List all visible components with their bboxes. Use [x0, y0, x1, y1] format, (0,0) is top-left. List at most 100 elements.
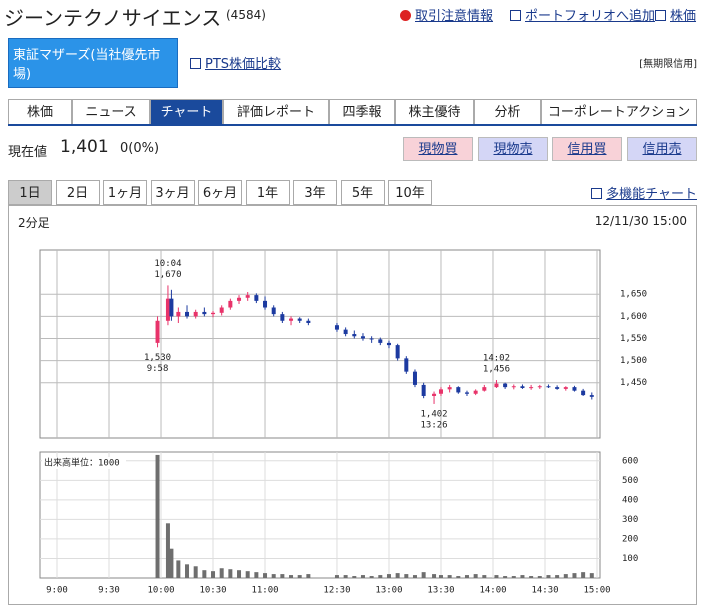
volume-title: 出来高単位：1000 — [44, 457, 120, 469]
icon — [190, 58, 201, 69]
period-tab[interactable]: 3ヶ月 — [150, 180, 195, 205]
period-tab[interactable]: 5年 — [340, 180, 385, 205]
credit-label: [無期限信用] — [639, 59, 697, 70]
x-tick-label: 9:30 — [98, 586, 120, 596]
volume-bar — [280, 574, 285, 578]
link[interactable]: ポートフォリオへ追加 — [510, 5, 655, 24]
link[interactable]: 株価 — [655, 5, 696, 24]
candle-body — [289, 318, 294, 321]
candle-body — [263, 300, 268, 308]
y-tick-label: 600 — [622, 456, 638, 466]
x-tick-label: 15:00 — [583, 586, 610, 596]
trade-button[interactable]: 現物売 — [478, 137, 548, 161]
candle-body — [343, 329, 348, 335]
candle-body — [378, 339, 383, 343]
timestamp: 12/11/30 15:00 — [594, 214, 687, 228]
volume-bar — [581, 572, 586, 578]
annotation-time: 13:26 — [420, 420, 447, 430]
candle-body — [237, 297, 242, 301]
volume-bar — [245, 571, 250, 578]
link-text[interactable]: 多機能チャート — [606, 187, 697, 202]
candle-body — [412, 371, 417, 385]
period-tab[interactable]: 1ヶ月 — [103, 180, 147, 205]
candle-body — [165, 298, 170, 321]
tab[interactable]: チャート — [150, 99, 223, 124]
candle-body — [176, 311, 181, 317]
tab[interactable]: 株価 — [8, 99, 72, 124]
trade-button[interactable]: 現物買 — [403, 137, 473, 161]
x-tick-label: 14:30 — [531, 586, 558, 596]
tab[interactable]: 株主優待 — [395, 99, 474, 124]
y-tick-label: 500 — [622, 476, 638, 486]
volume-bar — [334, 575, 339, 578]
candle-body — [529, 387, 534, 389]
volume-bar — [555, 575, 560, 578]
link[interactable]: 多機能チャート — [591, 183, 697, 202]
candle-body — [155, 320, 160, 343]
y-tick-label: 1,600 — [620, 312, 647, 322]
candle-body — [537, 386, 542, 388]
volume-bar — [421, 572, 426, 578]
candle-body — [169, 298, 174, 317]
candle-body — [369, 338, 374, 340]
annotation-time: 14:02 — [483, 354, 510, 364]
period-tab[interactable]: 6ヶ月 — [198, 180, 242, 205]
volume-bar — [386, 574, 391, 578]
volume-bar — [360, 575, 365, 578]
link[interactable]: 取引注意情報 — [400, 5, 493, 24]
trade-button[interactable]: 信用買 — [552, 137, 622, 161]
volume-bar — [219, 568, 224, 578]
label-bg — [42, 457, 126, 469]
plot-frame — [39, 249, 601, 439]
volume-bar — [211, 571, 216, 578]
icon — [591, 188, 603, 199]
link[interactable]: PTS株価比較 — [190, 53, 281, 72]
annotation-time: 9:58 — [147, 364, 169, 374]
annotation-value: 1,530 — [144, 353, 171, 363]
x-tick-label: 9:00 — [46, 586, 68, 596]
period-tab[interactable]: 3年 — [293, 180, 337, 205]
stock-title: ジーンテクノサイエンス — [4, 6, 222, 30]
candle-body — [254, 295, 259, 301]
candle-body — [482, 387, 487, 391]
volume-bar — [155, 454, 160, 578]
x-tick-label: 13:30 — [427, 586, 454, 596]
candle-body — [280, 314, 285, 321]
period-tab[interactable]: 1日 — [8, 180, 52, 205]
volume-bar — [297, 575, 302, 578]
volume-bar — [378, 575, 383, 578]
tab[interactable]: ニュース — [72, 99, 150, 124]
link-text[interactable]: PTS株価比較 — [205, 57, 282, 72]
volume-bar — [546, 575, 551, 578]
candle-body — [456, 387, 461, 393]
tab[interactable]: 分析 — [474, 99, 541, 124]
link-text[interactable]: ポートフォリオへ追加 — [525, 9, 656, 24]
link-text[interactable]: 取引注意情報 — [415, 9, 494, 24]
volume-bar — [589, 573, 594, 578]
y-tick-label: 1,650 — [620, 290, 647, 300]
x-tick-label: 12:30 — [323, 586, 350, 596]
volume-bar — [404, 574, 409, 578]
trade-button[interactable]: 信用売 — [627, 137, 697, 161]
period-tab[interactable]: 10年 — [388, 180, 432, 205]
tab[interactable]: コーポレートアクション — [541, 99, 697, 124]
y-tick-label: 200 — [622, 534, 638, 544]
stock-code: (4584) — [226, 8, 266, 22]
candle-body — [581, 390, 586, 396]
tab[interactable]: 評価レポート — [223, 99, 329, 124]
link-text[interactable]: 株価 — [670, 9, 697, 24]
y-tick-label: 1,550 — [620, 334, 647, 344]
tab-rule — [8, 123, 697, 126]
tab[interactable]: 四季報 — [329, 99, 395, 124]
volume-bar — [456, 576, 461, 578]
candle-body — [438, 389, 443, 394]
candle-body — [211, 312, 216, 315]
x-tick-label: 13:00 — [375, 586, 402, 596]
candle-body — [589, 395, 594, 397]
volume-bar — [263, 573, 268, 578]
period-tab[interactable]: 2日 — [55, 180, 100, 205]
period-tab[interactable]: 1年 — [245, 180, 290, 205]
annotation-value: 1,456 — [483, 365, 510, 375]
